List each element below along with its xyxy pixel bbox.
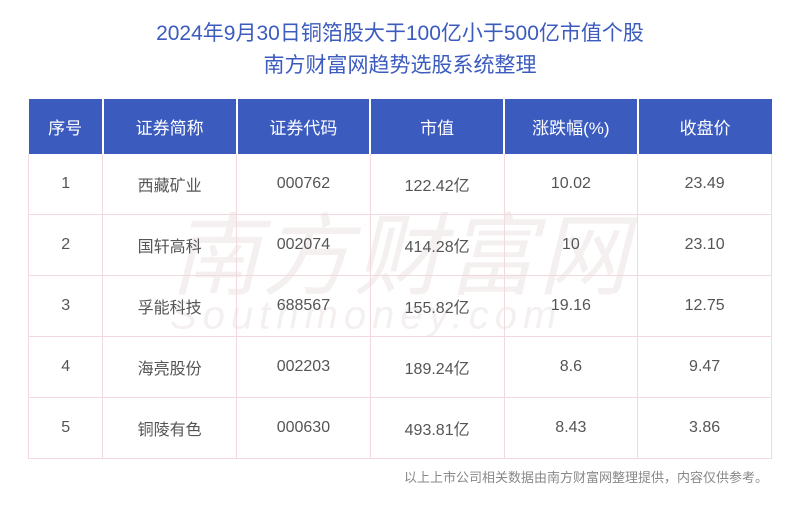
table-header-row: 序号 证券简称 证券代码 市值 涨跌幅(%) 收盘价 — [29, 99, 772, 154]
col-header-index: 序号 — [29, 99, 103, 154]
table-row: 1 西藏矿业 000762 122.42亿 10.02 23.49 — [29, 154, 772, 215]
cell-close: 23.49 — [638, 154, 772, 215]
cell-name: 海亮股份 — [103, 337, 237, 398]
table-row: 5 铜陵有色 000630 493.81亿 8.43 3.86 — [29, 398, 772, 459]
cell-code: 688567 — [237, 276, 371, 337]
cell-change: 10.02 — [504, 154, 638, 215]
table-row: 2 国轩高科 002074 414.28亿 10 23.10 — [29, 215, 772, 276]
table-row: 4 海亮股份 002203 189.24亿 8.6 9.47 — [29, 337, 772, 398]
cell-index: 1 — [29, 154, 103, 215]
cell-code: 000762 — [237, 154, 371, 215]
cell-close: 9.47 — [638, 337, 772, 398]
footer-disclaimer: 以上上市公司相关数据由南方财富网整理提供，内容仅供参考。 — [28, 467, 772, 486]
cell-mcap: 155.82亿 — [370, 276, 504, 337]
cell-close: 12.75 — [638, 276, 772, 337]
cell-mcap: 122.42亿 — [370, 154, 504, 215]
cell-index: 2 — [29, 215, 103, 276]
cell-change: 8.6 — [504, 337, 638, 398]
cell-change: 10 — [504, 215, 638, 276]
col-header-code: 证券代码 — [237, 99, 371, 154]
cell-index: 3 — [29, 276, 103, 337]
title-line-1: 2024年9月30日铜箔股大于100亿小于500亿市值个股 — [28, 18, 772, 50]
cell-name: 孚能科技 — [103, 276, 237, 337]
cell-name: 国轩高科 — [103, 215, 237, 276]
cell-index: 5 — [29, 398, 103, 459]
cell-mcap: 414.28亿 — [370, 215, 504, 276]
cell-code: 002074 — [237, 215, 371, 276]
cell-close: 23.10 — [638, 215, 772, 276]
table-row: 3 孚能科技 688567 155.82亿 19.16 12.75 — [29, 276, 772, 337]
cell-code: 000630 — [237, 398, 371, 459]
col-header-name: 证券简称 — [103, 99, 237, 154]
cell-name: 铜陵有色 — [103, 398, 237, 459]
page-title: 2024年9月30日铜箔股大于100亿小于500亿市值个股 南方财富网趋势选股系… — [28, 18, 772, 81]
cell-change: 19.16 — [504, 276, 638, 337]
title-line-2: 南方财富网趋势选股系统整理 — [28, 50, 772, 82]
cell-mcap: 189.24亿 — [370, 337, 504, 398]
cell-name: 西藏矿业 — [103, 154, 237, 215]
col-header-change: 涨跌幅(%) — [504, 99, 638, 154]
cell-close: 3.86 — [638, 398, 772, 459]
col-header-close: 收盘价 — [638, 99, 772, 154]
table-body: 1 西藏矿业 000762 122.42亿 10.02 23.49 2 国轩高科… — [29, 154, 772, 459]
cell-code: 002203 — [237, 337, 371, 398]
content-container: 2024年9月30日铜箔股大于100亿小于500亿市值个股 南方财富网趋势选股系… — [0, 0, 800, 486]
cell-change: 8.43 — [504, 398, 638, 459]
col-header-mcap: 市值 — [370, 99, 504, 154]
cell-mcap: 493.81亿 — [370, 398, 504, 459]
stock-table: 序号 证券简称 证券代码 市值 涨跌幅(%) 收盘价 1 西藏矿业 000762… — [28, 99, 772, 459]
cell-index: 4 — [29, 337, 103, 398]
